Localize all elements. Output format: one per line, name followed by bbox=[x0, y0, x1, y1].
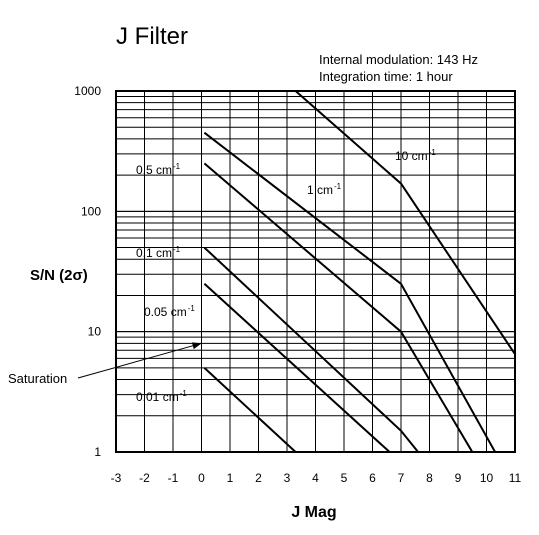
x-tick-label: 11 bbox=[509, 471, 522, 485]
series-label-text: 0.1 cm bbox=[136, 246, 172, 260]
series-line bbox=[294, 90, 516, 355]
series-label: 0.1 cm -1 bbox=[136, 245, 181, 260]
x-tick-label: 7 bbox=[398, 471, 405, 485]
chart-title: J Filter bbox=[116, 23, 188, 50]
grid bbox=[115, 90, 516, 453]
y-tick-label: 1 bbox=[94, 445, 101, 459]
series-line bbox=[203, 131, 496, 453]
x-tick-label: -1 bbox=[168, 471, 179, 485]
series-label: 0.05 cm -1 bbox=[144, 304, 195, 319]
note-modulation: Internal modulation: 143 Hz bbox=[319, 52, 478, 67]
x-tick-label: 10 bbox=[480, 471, 494, 485]
series-labels: 10 cm -11 cm -10.5 cm -10.1 cm -10.05 cm -10.… bbox=[136, 148, 436, 404]
series-label: 0.01 cm -1 bbox=[136, 389, 187, 404]
y-tick-labels: 1 10 100 1000 bbox=[74, 84, 101, 459]
series-label: 1 cm -1 bbox=[307, 182, 342, 197]
series-label: 10 cm -1 bbox=[395, 148, 436, 163]
series-label-text: 0.01 cm bbox=[136, 390, 179, 404]
series-line bbox=[203, 367, 297, 453]
x-tick-label: -2 bbox=[139, 471, 150, 485]
series-label-text: 0.5 cm bbox=[136, 163, 172, 177]
x-tick-label: 3 bbox=[284, 471, 291, 485]
x-tick-label: 2 bbox=[255, 471, 262, 485]
series-label-superscript: -1 bbox=[334, 182, 342, 191]
series-label-text: 0.05 cm bbox=[144, 305, 187, 319]
plot-frame bbox=[115, 90, 516, 453]
y-axis-label: S/N (2σ) bbox=[30, 267, 88, 284]
x-tick-label: 6 bbox=[369, 471, 376, 485]
x-tick-labels: -3 -2 -1 0 1 2 3 4 5 6 7 8 9 10 11 bbox=[111, 471, 522, 485]
x-tick-label: -3 bbox=[111, 471, 122, 485]
x-tick-label: 1 bbox=[227, 471, 234, 485]
y-tick-label: 100 bbox=[81, 204, 101, 218]
series-label-superscript: -1 bbox=[173, 162, 181, 171]
series-label: 0.5 cm -1 bbox=[136, 162, 181, 177]
series-label-superscript: -1 bbox=[180, 389, 188, 398]
series-line bbox=[203, 246, 419, 453]
series-line bbox=[203, 283, 391, 453]
note-integration: Integration time: 1 hour bbox=[319, 69, 453, 84]
x-axis-label: J Mag bbox=[291, 504, 336, 521]
series-label-text: 1 cm bbox=[307, 183, 333, 197]
saturation-annotation: Saturation bbox=[8, 342, 202, 386]
saturation-label: Saturation bbox=[8, 371, 67, 386]
x-tick-label: 5 bbox=[341, 471, 348, 485]
saturation-arrow-line bbox=[77, 342, 202, 379]
series-label-text: 10 cm bbox=[395, 149, 428, 163]
series-label-superscript: -1 bbox=[188, 304, 196, 313]
x-tick-label: 8 bbox=[426, 471, 433, 485]
x-tick-label: 9 bbox=[455, 471, 462, 485]
saturation-arrowhead bbox=[191, 342, 202, 350]
series-lines bbox=[203, 90, 516, 453]
y-tick-label: 10 bbox=[88, 325, 102, 339]
x-tick-label: 0 bbox=[198, 471, 205, 485]
y-tick-label: 1000 bbox=[74, 84, 101, 98]
series-line bbox=[203, 162, 474, 453]
series-label-superscript: -1 bbox=[429, 148, 437, 157]
series-label-superscript: -1 bbox=[173, 245, 181, 254]
x-tick-label: 4 bbox=[312, 471, 319, 485]
